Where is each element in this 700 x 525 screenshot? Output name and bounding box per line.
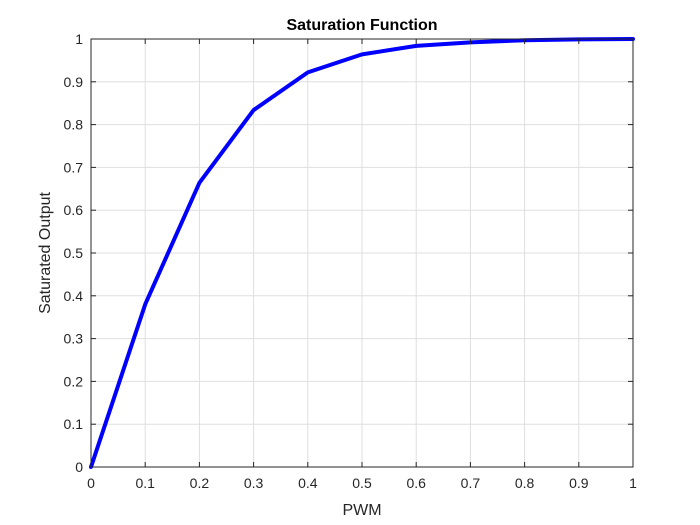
y-tick-label: 0.1 (64, 416, 84, 432)
y-axis-title: Saturated Output (37, 192, 54, 314)
x-axis-title: PWM (342, 502, 381, 519)
x-tick-label: 0.9 (569, 475, 589, 491)
y-tick-label: 0.7 (64, 159, 84, 175)
series-group (89, 37, 635, 469)
y-tick-label: 0.5 (64, 245, 84, 261)
y-tick-label: 0.3 (64, 331, 84, 347)
y-tick-label: 0.2 (64, 373, 84, 389)
x-tick-label: 0.1 (135, 475, 155, 491)
x-tick-label: 0 (87, 475, 95, 491)
x-tick-label: 0.2 (190, 475, 210, 491)
x-tick-label: 1 (629, 475, 637, 491)
x-tick-label: 0.6 (406, 475, 426, 491)
x-tick-label: 0.7 (461, 475, 481, 491)
y-tick-labels: 0 0.1 0.2 0.3 0.4 0.5 0.6 0.7 0.8 0.9 1 (64, 31, 84, 475)
x-tick-label: 0.3 (244, 475, 264, 491)
y-tick-label: 0.6 (64, 202, 84, 218)
x-tick-label: 0.4 (298, 475, 318, 491)
y-tick-label: 0.8 (64, 117, 84, 133)
y-tick-label: 0.9 (64, 74, 84, 90)
y-tick-label: 0.4 (64, 288, 84, 304)
x-tick-labels: 0 0.1 0.2 0.3 0.4 0.5 0.6 0.7 0.8 0.9 1 (87, 475, 637, 491)
x-tick-label: 0.8 (515, 475, 535, 491)
x-tick-label: 0.5 (352, 475, 372, 491)
tick-marks (90, 38, 634, 468)
chart-title: Saturation Function (286, 17, 437, 34)
series-line (89, 37, 635, 469)
y-tick-label: 0 (75, 459, 83, 475)
y-tick-label: 1 (75, 31, 83, 47)
